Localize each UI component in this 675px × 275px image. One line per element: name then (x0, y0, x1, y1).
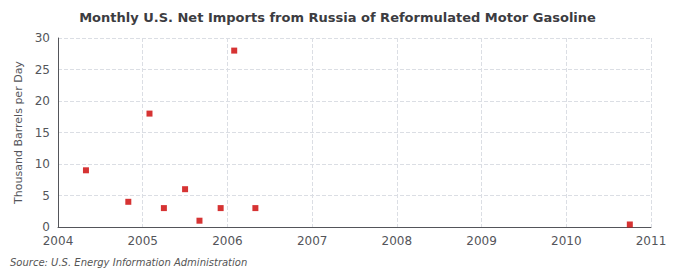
svg-text:2009: 2009 (466, 234, 497, 248)
svg-text:Monthly U.S. Net Imports from: Monthly U.S. Net Imports from Russia of … (79, 10, 596, 25)
svg-text:2007: 2007 (297, 234, 328, 248)
svg-text:15: 15 (35, 126, 50, 140)
svg-text:20: 20 (35, 94, 50, 108)
svg-text:25: 25 (35, 63, 50, 77)
svg-text:Thousand Barrels per Day: Thousand Barrels per Day (12, 61, 25, 205)
svg-text:2008: 2008 (382, 234, 413, 248)
svg-text:2005: 2005 (127, 234, 158, 248)
svg-text:30: 30 (35, 31, 50, 45)
svg-text:2006: 2006 (212, 234, 243, 248)
svg-text:2011: 2011 (636, 234, 667, 248)
svg-text:2010: 2010 (551, 234, 582, 248)
svg-text:5: 5 (42, 189, 50, 203)
svg-text:Source: U.S. Energy Informatio: Source: U.S. Energy Information Administ… (10, 257, 247, 268)
svg-text:0: 0 (42, 220, 50, 234)
svg-text:10: 10 (35, 157, 50, 171)
svg-text:2004: 2004 (43, 234, 74, 248)
